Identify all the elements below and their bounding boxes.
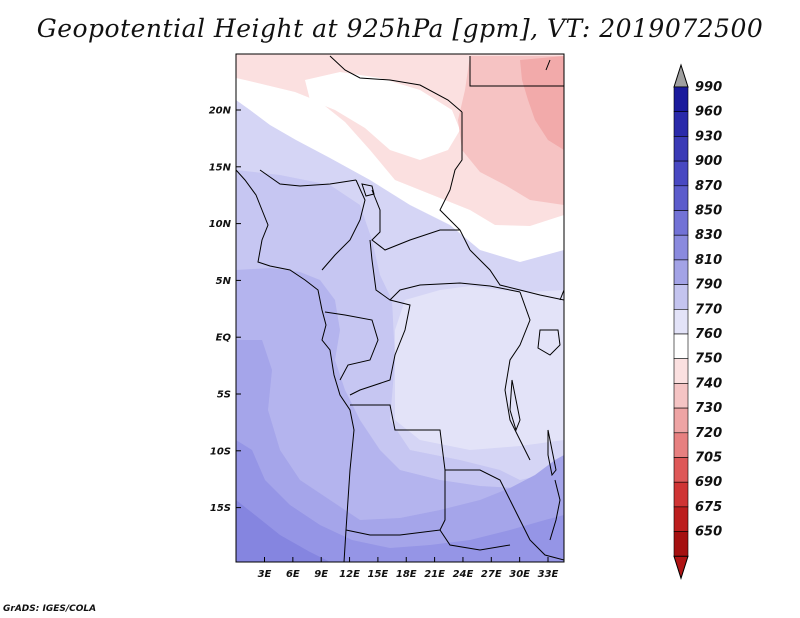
colorbar-swatch [673, 506, 689, 532]
colorbar-label: 870 [695, 179, 722, 194]
border-gabon [324, 311, 379, 381]
lon-tick-label: 21E [424, 569, 445, 580]
colorbar-label: 760 [695, 327, 722, 342]
colorbar-label: 730 [695, 401, 722, 416]
coast-east-africa [545, 59, 564, 541]
lat-tick-label: 10N [209, 219, 232, 230]
longitude-axis: 3E 6E 9E 12E 15E 18E 21E 24E 27E 30E 33E [258, 557, 559, 580]
lat-tick-label: 5N [216, 276, 232, 287]
lat-tick-label: 15S [210, 503, 231, 514]
lon-tick-label: 15E [368, 569, 389, 580]
latitude-axis: 20N 15N 10N 5N EQ 5S 10S 15S [209, 106, 241, 514]
border-angola-zambia [439, 470, 446, 531]
lon-tick-label: 9E [314, 569, 328, 580]
colorbar-swatch [673, 481, 689, 508]
colorbar-label: 675 [695, 500, 722, 515]
colorbar-label: 650 [695, 525, 722, 540]
lon-tick-label: 18E [396, 569, 417, 580]
colorbar-label: 720 [695, 426, 722, 441]
colorbar-label: 930 [695, 129, 722, 144]
colorbar-label: 830 [695, 228, 722, 243]
border-libya-egypt [469, 56, 564, 87]
lon-tick-label: 6E [286, 569, 300, 580]
colorbar-label: 740 [695, 376, 722, 391]
colorbar-label: 750 [695, 352, 722, 367]
colorbar-label: 690 [695, 475, 722, 490]
border-drc-angola [350, 404, 511, 501]
colorbar-swatch [673, 383, 689, 409]
lon-tick-label: 12E [339, 569, 360, 580]
colorbar-swatch [673, 86, 689, 113]
field-band-lavender-deep [236, 340, 564, 562]
field-band-pink-strong [520, 56, 564, 150]
lat-tick-label: 5S [217, 390, 231, 401]
field-patch-white-north [305, 72, 460, 160]
height-field [236, 54, 564, 562]
colorbar-swatch [673, 259, 689, 285]
colorbar-swatch [673, 333, 689, 360]
colorbar-swatch [673, 234, 689, 261]
border-sudan-ssudan [469, 249, 564, 301]
field-band-lavender-med [236, 268, 564, 562]
colorbar-label: 850 [695, 204, 722, 219]
colorbar-swatch [673, 160, 689, 187]
lon-tick-label: 24E [453, 569, 474, 580]
field-band-lavender-deepest [236, 500, 330, 562]
lat-tick-label: 10S [210, 446, 231, 457]
border-niger-chad [329, 55, 463, 113]
colorbar-label: 990 [695, 80, 722, 95]
border-niger-nigeria [259, 169, 357, 187]
colorbar: 990 960 930 900 870 850 830 810 790 770 760 750 740 7… [673, 63, 722, 580]
credit-label: GrADS: IGES/COLA [3, 604, 97, 614]
colorbar-swatch [673, 308, 689, 335]
lon-tick-label: 27E [481, 569, 502, 580]
map-frame [235, 53, 565, 563]
lake-malawi [547, 429, 557, 477]
lon-tick-label: 30E [509, 569, 530, 580]
lake-chad [361, 183, 375, 197]
lake-tanganyika [509, 379, 521, 432]
border-car-congo [369, 239, 521, 301]
colorbar-swatch [673, 210, 689, 236]
colorbar-swatch [673, 457, 689, 483]
colorbar-swatch [673, 531, 689, 557]
border-chad-car [371, 189, 460, 251]
colorbar-swatch [673, 358, 689, 384]
colorbar-swatch [673, 284, 689, 310]
lon-tick-label: 33E [538, 569, 559, 580]
colorbar-swatch [673, 407, 689, 434]
colorbar-label: 900 [695, 154, 722, 169]
lat-tick-label: 20N [209, 106, 232, 117]
colorbar-label: 960 [695, 105, 722, 120]
colorbar-label: 705 [695, 451, 722, 466]
lake-victoria [537, 329, 561, 356]
colorbar-swatch [673, 185, 689, 211]
lat-tick-label: 15N [209, 162, 232, 173]
colorbar-swatch [673, 111, 689, 137]
coastline-west [236, 169, 355, 562]
colorbar-swatch [673, 136, 689, 162]
colorbar-swatch [673, 432, 689, 458]
lat-tick-label: EQ [216, 333, 232, 344]
border-congo-drc [349, 299, 411, 396]
colorbar-label: 770 [695, 302, 722, 317]
border-nigeria-cameroon [321, 179, 366, 271]
field-band-lavender-deeper [236, 440, 564, 562]
colorbar-bottom-arrow [673, 555, 689, 580]
country-borders [236, 55, 564, 562]
colorbar-label: 810 [695, 253, 722, 268]
colorbar-top-arrow [673, 63, 689, 88]
border-zambia-south [509, 499, 564, 561]
chart-title: Geopotential Height at 925hPa [gpm], VT:… [36, 14, 764, 43]
lon-tick-label: 3E [258, 569, 272, 580]
border-drc-east [504, 291, 531, 461]
colorbar-label: 790 [695, 278, 722, 293]
